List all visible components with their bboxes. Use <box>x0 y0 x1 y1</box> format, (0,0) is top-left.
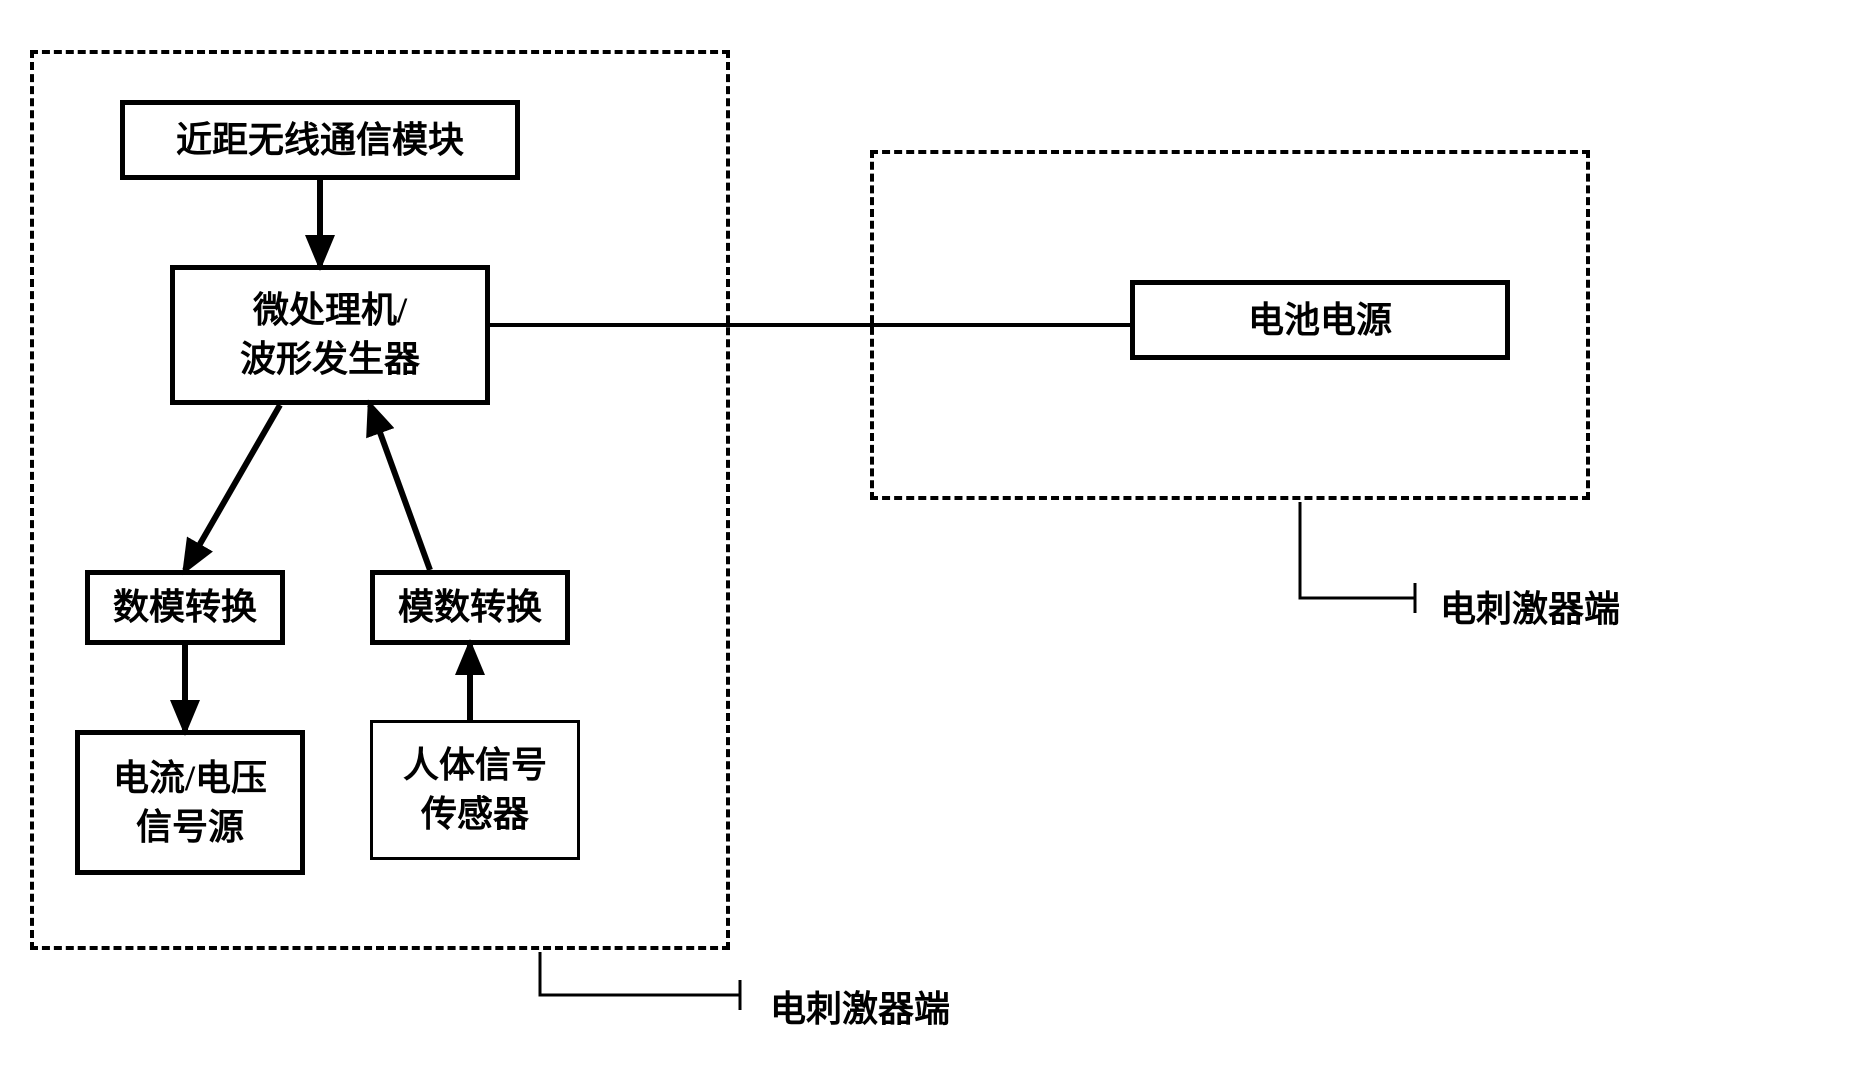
node-battery-label: 电池电源 <box>1248 296 1392 345</box>
left-group-label-text: 电刺激器端 <box>770 989 950 1029</box>
node-adc: 模数转换 <box>370 570 570 645</box>
node-signal-source-label-wrap: 电流/电压 信号源 <box>113 754 267 851</box>
node-signal-source-label-line1: 电流/电压 <box>113 754 267 803</box>
node-body-sensor-label-wrap: 人体信号 传感器 <box>403 741 547 838</box>
node-dac-label: 数模转换 <box>113 583 257 632</box>
node-body-sensor-label-line2: 传感器 <box>403 790 547 839</box>
node-dac: 数模转换 <box>85 570 285 645</box>
node-mcu: 微处理机/ 波形发生器 <box>170 265 490 405</box>
right-group-label: 电刺激器端 <box>1440 580 1620 632</box>
node-battery: 电池电源 <box>1130 280 1510 360</box>
node-wireless-label: 近距无线通信模块 <box>176 116 464 165</box>
node-adc-label: 模数转换 <box>398 583 542 632</box>
node-mcu-label-line1: 微处理机/ <box>240 286 420 335</box>
diagram-container: 近距无线通信模块 微处理机/ 波形发生器 数模转换 模数转换 电流/电压 信号源… <box>0 0 1851 1086</box>
left-group-label: 电刺激器端 <box>770 980 950 1032</box>
node-signal-source-label-line2: 信号源 <box>113 803 267 852</box>
node-mcu-label-line2: 波形发生器 <box>240 335 420 384</box>
node-body-sensor-label-line1: 人体信号 <box>403 741 547 790</box>
right-group-label-text: 电刺激器端 <box>1440 589 1620 629</box>
node-body-sensor: 人体信号 传感器 <box>370 720 580 860</box>
node-wireless: 近距无线通信模块 <box>120 100 520 180</box>
node-signal-source: 电流/电压 信号源 <box>75 730 305 875</box>
node-mcu-label-wrap: 微处理机/ 波形发生器 <box>240 286 420 383</box>
